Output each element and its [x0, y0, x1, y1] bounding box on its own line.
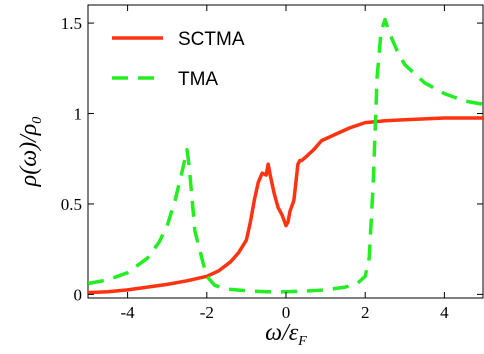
legend-label-tma: TMA: [178, 69, 218, 90]
y-tick-label: 1.5: [61, 14, 82, 33]
legend: SCTMA TMA: [112, 29, 245, 90]
x-axis-label: ω/εF: [265, 320, 307, 349]
y-axis-label: ρ(ω)/ρ0: [16, 117, 45, 188]
series-line-sctma: [88, 116, 484, 295]
y-tick-label: 1: [74, 105, 83, 124]
series-line-tma: [88, 17, 484, 294]
x-tick-label: 2: [361, 303, 370, 322]
x-tick-label: -2: [200, 303, 214, 322]
x-tick-label: -4: [121, 303, 136, 322]
plot-area: [87, 4, 484, 299]
x-tick-label: 0: [282, 303, 291, 322]
x-tick-label: 4: [440, 303, 449, 322]
y-tick-label: 0: [74, 285, 83, 304]
plot-frame: [87, 4, 484, 299]
ticks-layer: -4 -2 0 2 4 0 0.5 1 1.5: [61, 5, 483, 322]
y-tick-label: 0.5: [61, 195, 82, 214]
series-layer: [88, 17, 484, 295]
legend-label-sctma: SCTMA: [178, 29, 245, 50]
